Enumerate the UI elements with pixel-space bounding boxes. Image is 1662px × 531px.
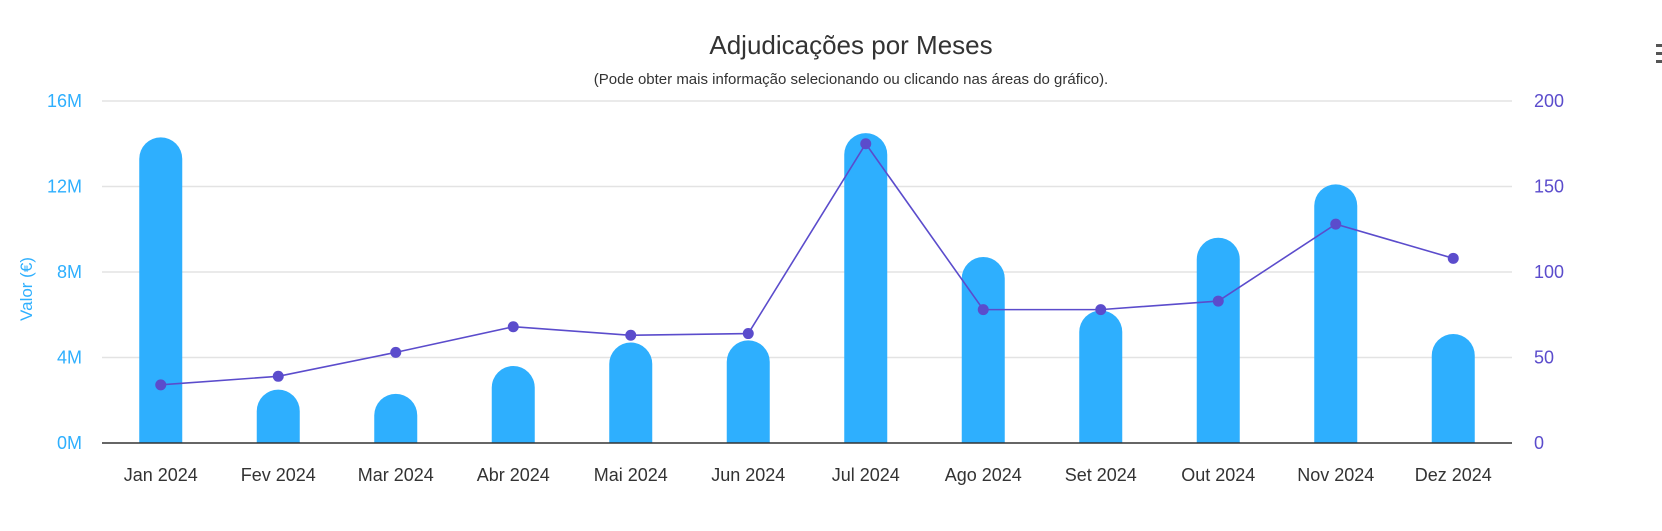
line-point-jun-2024[interactable] [742,328,754,340]
bar-jun-2024[interactable] [726,340,770,443]
line-point-fev-2024[interactable] [272,370,284,382]
bar-mar-2024[interactable] [374,393,418,443]
x-tick-label: Jan 2024 [124,465,198,485]
x-tick-label: Set 2024 [1065,465,1137,485]
line-point-set-2024[interactable] [1095,304,1107,316]
line-point-mar-2024[interactable] [390,346,402,358]
axes: 0M 4M 8M 12M 16M 0 50 100 150 200 Jan 2024 Fev 2024… [47,91,1564,485]
line-point-nov-2024[interactable] [1330,218,1342,230]
hamburger-menu-icon[interactable] [1656,44,1662,63]
y-tick-label-right: 50 [1534,348,1554,368]
x-tick-label: Fev 2024 [241,465,316,485]
x-tick-label: Ago 2024 [945,465,1022,485]
y-tick-label-left: 0M [57,433,82,453]
x-tick-label: Jun 2024 [711,465,785,485]
bar-out-2024[interactable] [1196,237,1240,443]
y-tick-label-left: 12M [47,177,82,197]
y-axis-left-title: Valor (€) [17,257,36,321]
line-point-abr-2024[interactable] [507,321,519,333]
y-tick-label-left: 4M [57,348,82,368]
bar-jul-2024[interactable] [844,133,888,443]
bar-series [139,133,1475,444]
line-point-ago-2024[interactable] [977,304,989,316]
line-point-out-2024[interactable] [1212,295,1224,307]
line-point-jan-2024[interactable] [155,379,167,391]
x-tick-label: Mar 2024 [358,465,434,485]
bar-jan-2024[interactable] [139,137,183,443]
line-point-mai-2024[interactable] [625,329,637,341]
bar-set-2024[interactable] [1079,310,1123,443]
bar-mai-2024[interactable] [609,342,653,443]
y-tick-label-right: 200 [1534,91,1564,111]
line-point-dez-2024[interactable] [1447,252,1459,264]
y-tick-label-right: 100 [1534,262,1564,282]
y-tick-label-right: 0 [1534,433,1544,453]
x-tick-label: Dez 2024 [1415,465,1492,485]
chart-title: Adjudicações por Meses [709,30,992,60]
line-point-jul-2024[interactable] [860,138,872,150]
bar-nov-2024[interactable] [1314,184,1358,444]
bar-abr-2024[interactable] [491,366,535,443]
bar-fev-2024[interactable] [256,389,300,443]
y-tick-label-left: 16M [47,91,82,111]
y-tick-label-left: 8M [57,262,82,282]
x-tick-label: Jul 2024 [832,465,900,485]
line-series [155,138,1459,391]
line-path [160,142,1454,386]
gridlines [102,100,1512,359]
x-tick-label: Out 2024 [1181,465,1255,485]
bar-ago-2024[interactable] [961,257,1005,443]
chart-subtitle: (Pode obter mais informação selecionando… [594,71,1108,88]
x-tick-label: Nov 2024 [1297,465,1374,485]
y-tick-label-right: 150 [1534,177,1564,197]
x-tick-label: Mai 2024 [594,465,668,485]
bar-dez-2024[interactable] [1431,333,1475,443]
x-tick-label: Abr 2024 [477,465,550,485]
